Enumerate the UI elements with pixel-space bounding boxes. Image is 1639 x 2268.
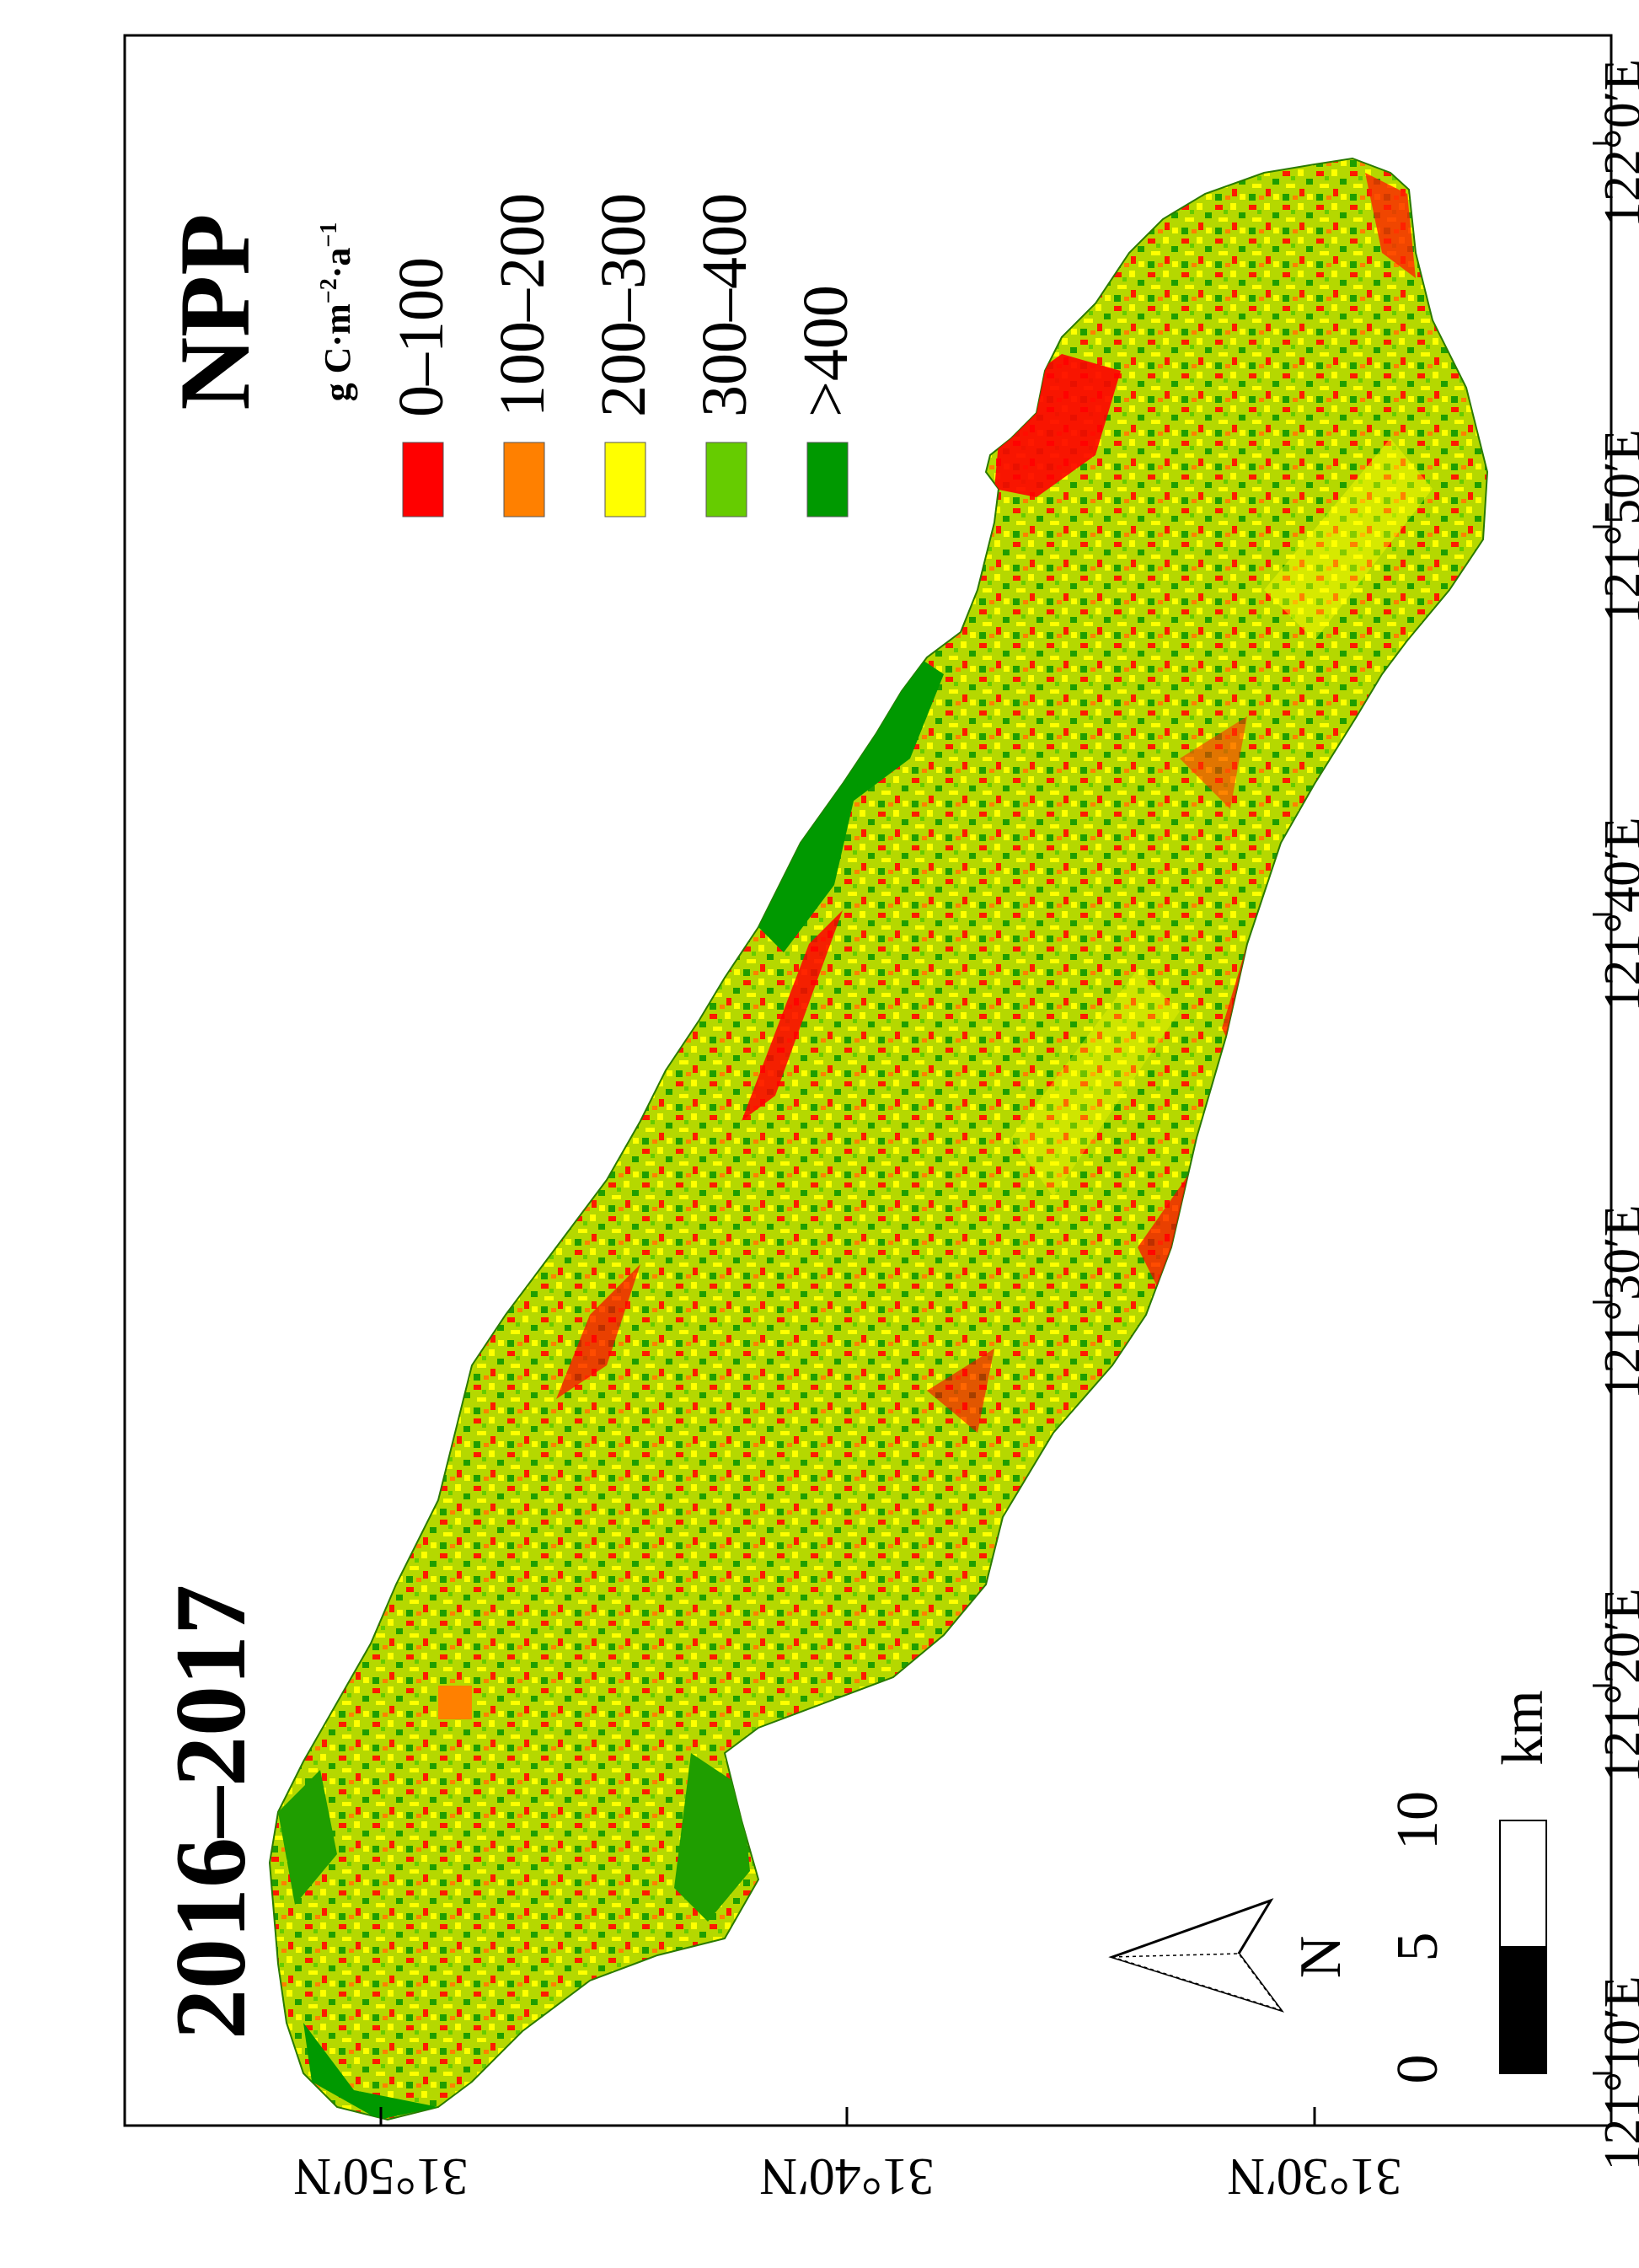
legend-swatch-2 bbox=[604, 442, 646, 517]
lon-label-121-30: 121°30′E bbox=[1594, 1204, 1639, 1399]
scale-label-0: 0 bbox=[1385, 2055, 1450, 2084]
lat-label-31-50: 31°50′N bbox=[293, 2147, 468, 2205]
map-frame bbox=[123, 34, 1613, 2127]
lat-label-31-30: 31°30′N bbox=[1227, 2147, 1401, 2205]
legend-swatch-3 bbox=[705, 442, 747, 517]
lon-label-121-50: 121°50′E bbox=[1594, 429, 1639, 624]
longitude-tick-labels: 121°10′E 121°20′E 121°30′E 121°40′E 121°… bbox=[1594, 59, 1639, 2171]
legend-unit-prefix: g C·m bbox=[317, 303, 358, 401]
legend-unit-mid: ·a bbox=[317, 248, 358, 279]
latitude-tick-labels: 31°50′N 31°40′N 31°30′N bbox=[293, 2147, 1401, 2205]
scale-label-10: 10 bbox=[1385, 1791, 1450, 1850]
scale-bar-black bbox=[1499, 1946, 1547, 2074]
legend-label-3: 300–400 bbox=[689, 193, 760, 417]
legend-label-1: 100–200 bbox=[487, 193, 558, 417]
lon-label-121-20: 121°20′E bbox=[1594, 1588, 1639, 1783]
legend: NPP g C·m−2·a−1 0–100 100–200 200–300 30… bbox=[158, 193, 861, 517]
legend-label-4: >400 bbox=[790, 285, 861, 417]
scale-label-5: 5 bbox=[1385, 1933, 1450, 1962]
scale-bar: 0 5 10 km bbox=[1385, 1690, 1556, 2083]
lat-label-31-40: 31°40′N bbox=[759, 2147, 934, 2205]
north-arrow-icon: N bbox=[1108, 1898, 1353, 2013]
lon-label-122-0: 122°0′E bbox=[1594, 59, 1639, 228]
longitude-ticks bbox=[1593, 142, 1611, 2075]
legend-unit: g C·m−2·a−1 bbox=[316, 223, 358, 402]
legend-label-0: 0–100 bbox=[386, 257, 457, 417]
legend-unit-exp1: −2 bbox=[316, 278, 342, 303]
period-label: 2016–2017 bbox=[154, 1584, 266, 2040]
north-label: N bbox=[1288, 1936, 1353, 1979]
latitude-ticks bbox=[379, 2107, 1316, 2126]
legend-swatch-1 bbox=[503, 442, 545, 517]
lon-label-121-10: 121°10′E bbox=[1594, 1976, 1639, 2170]
lon-label-121-40: 121°40′E bbox=[1594, 817, 1639, 1011]
legend-swatch-0 bbox=[402, 442, 444, 517]
scale-bar-white bbox=[1499, 1820, 1547, 1948]
scale-unit: km bbox=[1491, 1690, 1556, 1765]
legend-label-2: 200–300 bbox=[588, 193, 659, 417]
legend-unit-exp2: −1 bbox=[316, 223, 342, 248]
legend-title: NPP bbox=[158, 213, 270, 410]
npp-raster bbox=[268, 157, 1489, 2121]
legend-swatch-4 bbox=[806, 442, 849, 517]
